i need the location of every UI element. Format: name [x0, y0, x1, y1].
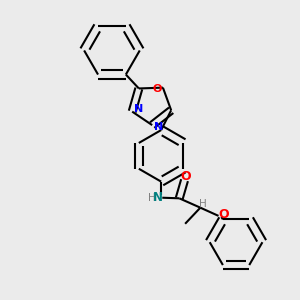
Text: O: O: [218, 208, 229, 221]
Text: N: N: [154, 122, 163, 132]
Text: H: H: [148, 193, 156, 203]
Text: N: N: [134, 104, 143, 114]
Text: N: N: [153, 191, 163, 204]
Text: O: O: [152, 84, 162, 94]
Text: H: H: [200, 199, 207, 208]
Text: O: O: [181, 169, 191, 183]
